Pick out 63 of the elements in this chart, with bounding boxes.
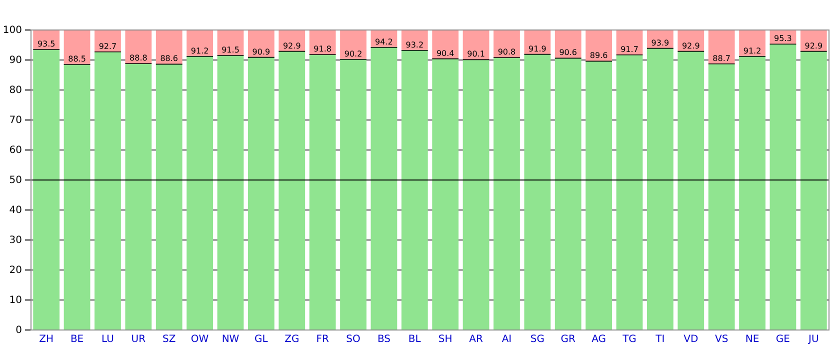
x-tick-label: JU <box>808 334 819 345</box>
y-tick-label: 50 <box>9 175 22 186</box>
data-label: 95.3 <box>774 34 792 44</box>
y-tick-label: 0 <box>16 325 22 336</box>
data-label: 92.9 <box>682 41 700 50</box>
data-label: 89.6 <box>590 51 608 60</box>
x-tick-label: ZG <box>284 334 300 345</box>
data-label: 90.1 <box>467 50 485 59</box>
data-label: 92.9 <box>804 41 823 50</box>
x-tick-label: UR <box>131 334 146 345</box>
data-label: 92.7 <box>98 42 117 51</box>
x-tick-label: LU <box>102 334 114 345</box>
data-label: 94.2 <box>375 37 393 46</box>
x-tick-label: VS <box>714 334 728 345</box>
y-tick-label: 90 <box>9 55 22 66</box>
data-label: 90.2 <box>344 49 362 58</box>
y-tick-label: 20 <box>9 265 22 276</box>
x-tick-label: GE <box>776 334 790 345</box>
data-label: 88.7 <box>712 54 730 63</box>
data-label: 91.2 <box>743 46 762 56</box>
x-tick-label: SG <box>530 334 544 345</box>
x-tick-label: BE <box>70 334 84 345</box>
x-tick-label: BL <box>408 334 422 345</box>
data-label: 90.4 <box>436 48 454 58</box>
data-label: 92.9 <box>282 41 301 50</box>
data-label: 88.6 <box>160 54 178 64</box>
x-tick-label: AG <box>592 334 606 345</box>
x-tick-label: AI <box>502 334 512 345</box>
data-label: 88.5 <box>68 54 86 64</box>
x-tick-label: GR <box>560 334 576 345</box>
x-tick-label: VD <box>684 334 698 345</box>
data-label: 91.8 <box>314 44 332 54</box>
data-label: 90.8 <box>498 48 516 57</box>
data-label: 91.9 <box>528 44 546 54</box>
x-tick-label: SO <box>346 334 361 345</box>
x-tick-label: BS <box>377 334 390 345</box>
y-tick-label: 80 <box>9 85 22 96</box>
y-tick-label: 30 <box>9 235 22 246</box>
x-tick-label: NW <box>222 334 240 345</box>
x-tick-label: GL <box>254 334 268 345</box>
y-tick-label: 70 <box>9 115 22 126</box>
x-tick-label: AR <box>469 334 483 345</box>
x-tick-label: TI <box>654 334 665 345</box>
x-tick-label: FR <box>316 334 329 345</box>
data-label: 93.2 <box>406 40 424 50</box>
y-tick-label: 60 <box>9 145 22 156</box>
x-tick-label: SH <box>438 334 452 345</box>
data-label: 90.6 <box>559 48 578 58</box>
y-tick-label: 10 <box>9 295 22 306</box>
y-tick-label: 100 <box>2 25 22 36</box>
x-tick-label: ZH <box>39 334 54 345</box>
x-tick-label: OW <box>190 334 209 345</box>
data-label: 93.9 <box>651 38 670 48</box>
x-tick-label: SZ <box>162 334 176 345</box>
y-tick-label: 40 <box>9 205 22 216</box>
data-label: 91.7 <box>620 44 638 54</box>
data-label: 90.9 <box>252 47 270 56</box>
data-label: 88.8 <box>130 54 148 63</box>
x-tick-label: TG <box>622 334 636 345</box>
data-label: 91.2 <box>190 46 209 56</box>
data-label: 91.5 <box>222 46 240 54</box>
data-label: 93.5 <box>37 40 56 48</box>
x-tick-label: NE <box>745 334 760 345</box>
